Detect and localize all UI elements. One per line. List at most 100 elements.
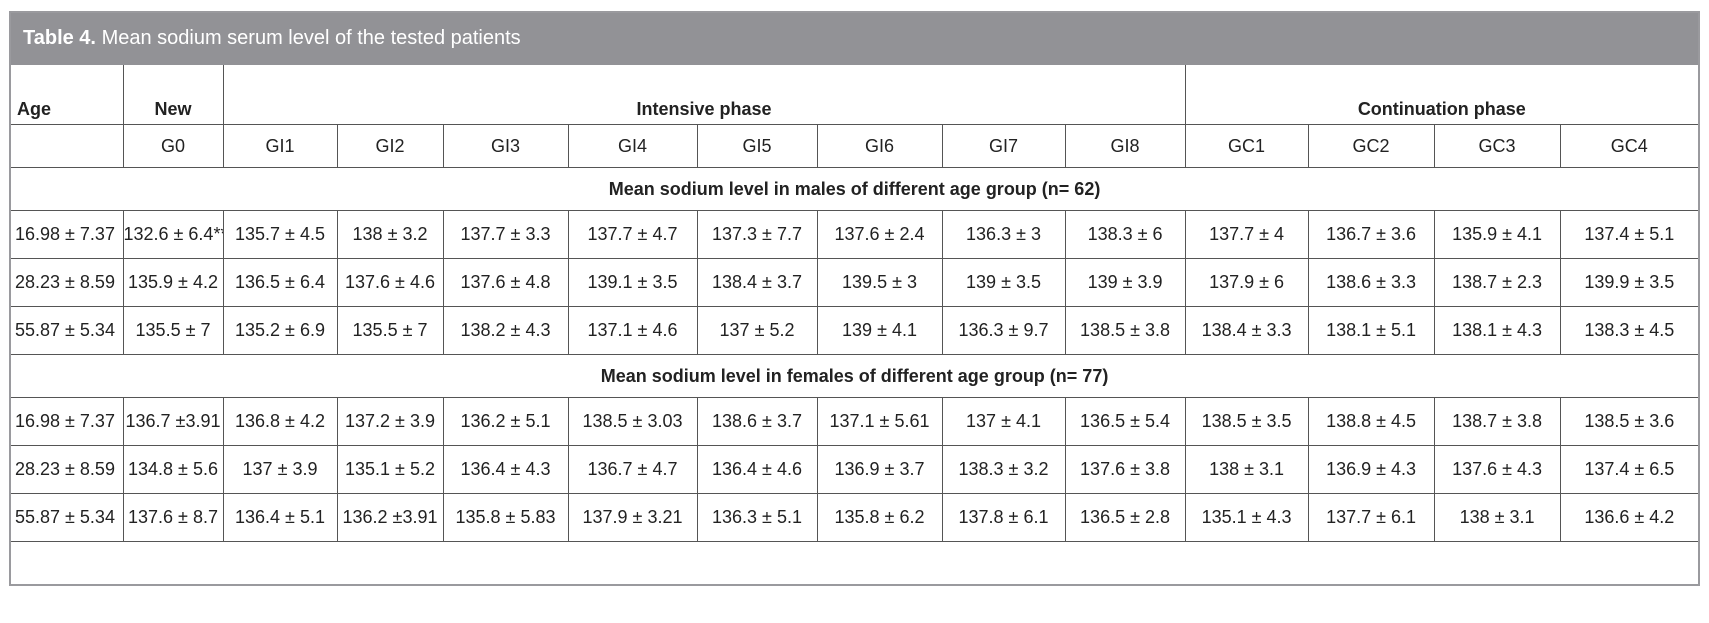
subheader-cell: GI2 — [336, 124, 444, 168]
empty-cell — [11, 124, 124, 168]
value-cell: 137.1 ± 5.61 — [816, 397, 943, 446]
value-cell: 136.3 ± 5.1 — [696, 493, 818, 542]
title-bar: Table 4. Mean sodium serum level of the … — [11, 13, 1698, 65]
table-label: Table 4. — [23, 27, 96, 49]
subheader-cell: GC4 — [1559, 124, 1699, 168]
value-cell: 132.6 ± 6.4** — [122, 210, 224, 259]
value-cell: 137.7 ± 4 — [1184, 210, 1309, 259]
value-cell: 138.1 ± 5.1 — [1307, 306, 1435, 355]
subheader-cell: GC2 — [1307, 124, 1435, 168]
value-cell: 138.1 ± 4.3 — [1433, 306, 1561, 355]
value-cell: 138.5 ± 3.8 — [1064, 306, 1186, 355]
subheader-cell: GI7 — [941, 124, 1066, 168]
value-cell: 136.2 ±3.91 — [336, 493, 444, 542]
value-cell: 135.8 ± 5.83 — [442, 493, 569, 542]
value-cell: 136.9 ± 4.3 — [1307, 445, 1435, 494]
value-cell: 137.6 ± 4.8 — [442, 258, 569, 307]
age-cell: 55.87 ± 5.34 — [11, 493, 124, 542]
value-cell: 135.1 ± 4.3 — [1184, 493, 1309, 542]
empty-cell — [11, 541, 1699, 584]
value-cell: 138.5 ± 3.03 — [567, 397, 698, 446]
value-cell: 137.8 ± 6.1 — [941, 493, 1066, 542]
subheader-cell: GI8 — [1064, 124, 1186, 168]
value-cell: 136.5 ± 2.8 — [1064, 493, 1186, 542]
value-cell: 136.3 ± 9.7 — [941, 306, 1066, 355]
value-cell: 138 ± 3.1 — [1184, 445, 1309, 494]
subheader-cell: GI6 — [816, 124, 943, 168]
header-cell: Intensive phase — [222, 65, 1186, 125]
value-cell: 137.7 ± 4.7 — [567, 210, 698, 259]
value-cell: 137.2 ± 3.9 — [336, 397, 444, 446]
value-cell: 134.8 ± 5.6 — [122, 445, 224, 494]
header-cell: New — [122, 65, 224, 125]
value-cell: 138.3 ± 4.5 — [1559, 306, 1699, 355]
value-cell: 138.3 ± 6 — [1064, 210, 1186, 259]
table-frame: Table 4. Mean sodium serum level of the … — [9, 11, 1700, 586]
subheader-cell: GI5 — [696, 124, 818, 168]
value-cell: 136.7 ± 3.6 — [1307, 210, 1435, 259]
value-cell: 138.6 ± 3.3 — [1307, 258, 1435, 307]
value-cell: 137.1 ± 4.6 — [567, 306, 698, 355]
data-row: 28.23 ± 8.59 134.8 ± 5.6 137 ± 3.9 135.1 ± … — [11, 445, 1699, 494]
value-cell: 136.5 ± 5.4 — [1064, 397, 1186, 446]
value-cell: 137.9 ± 3.21 — [567, 493, 698, 542]
value-cell: 138.8 ± 4.5 — [1307, 397, 1435, 446]
subheader-cell: GC1 — [1184, 124, 1309, 168]
value-cell: 138.2 ± 4.3 — [442, 306, 569, 355]
subheader-cell: G0 — [122, 124, 224, 168]
data-row: 55.87 ± 5.34 135.5 ± 7 135.2 ± 6.9 135.5 ± … — [11, 306, 1699, 355]
subheader-cell: GI4 — [567, 124, 698, 168]
subheader-cell: GI3 — [442, 124, 569, 168]
subheader-row: G0 GI1 GI2 GI3 GI4 GI5 GI6 GI7 GI8 GC1 GC2 GC3 GC4 — [11, 124, 1699, 168]
value-cell: 136.7 ±3.91 — [122, 397, 224, 446]
value-cell: 138.7 ± 3.8 — [1433, 397, 1561, 446]
value-cell: 138.5 ± 3.6 — [1559, 397, 1699, 446]
age-cell: 16.98 ± 7.37 — [11, 210, 124, 259]
value-cell: 138.4 ± 3.7 — [696, 258, 818, 307]
value-cell: 135.5 ± 7 — [122, 306, 224, 355]
value-cell: 137.3 ± 7.7 — [696, 210, 818, 259]
value-cell: 138.3 ± 3.2 — [941, 445, 1066, 494]
value-cell: 136.4 ± 4.6 — [696, 445, 818, 494]
value-cell: 139.1 ± 3.5 — [567, 258, 698, 307]
value-cell: 135.2 ± 6.9 — [222, 306, 338, 355]
value-cell: 138.7 ± 2.3 — [1433, 258, 1561, 307]
section-row: Mean sodium level in females of differen… — [11, 354, 1699, 398]
age-cell: 55.87 ± 5.34 — [11, 306, 124, 355]
subheader-cell: GI1 — [222, 124, 338, 168]
section-row: Mean sodium level in males of different … — [11, 167, 1699, 211]
value-cell: 136.5 ± 6.4 — [222, 258, 338, 307]
value-cell: 139.5 ± 3 — [816, 258, 943, 307]
value-cell: 139 ± 4.1 — [816, 306, 943, 355]
header-row: Age New Intensive phase Continuation phase — [11, 65, 1699, 125]
value-cell: 136.3 ± 3 — [941, 210, 1066, 259]
value-cell: 137 ± 4.1 — [941, 397, 1066, 446]
value-cell: 136.2 ± 5.1 — [442, 397, 569, 446]
data-row: 28.23 ± 8.59 135.9 ± 4.2 136.5 ± 6.4 137.6 … — [11, 258, 1699, 307]
subheader-cell: GC3 — [1433, 124, 1561, 168]
value-cell: 138.5 ± 3.5 — [1184, 397, 1309, 446]
value-cell: 136.4 ± 5.1 — [222, 493, 338, 542]
value-cell: 135.9 ± 4.2 — [122, 258, 224, 307]
section-caption: Mean sodium level in females of differen… — [11, 354, 1699, 398]
value-cell: 137.4 ± 5.1 — [1559, 210, 1699, 259]
value-cell: 137.6 ± 4.3 — [1433, 445, 1561, 494]
value-cell: 138.4 ± 3.3 — [1184, 306, 1309, 355]
header-cell: Continuation phase — [1184, 65, 1699, 125]
age-cell: 28.23 ± 8.59 — [11, 258, 124, 307]
value-cell: 136.9 ± 3.7 — [816, 445, 943, 494]
value-cell: 137.6 ± 3.8 — [1064, 445, 1186, 494]
value-cell: 135.7 ± 4.5 — [222, 210, 338, 259]
value-cell: 136.8 ± 4.2 — [222, 397, 338, 446]
data-row: 16.98 ± 7.37 136.7 ±3.91 136.8 ± 4.2 137.2 … — [11, 397, 1699, 446]
value-cell: 135.8 ± 6.2 — [816, 493, 943, 542]
value-cell: 139 ± 3.5 — [941, 258, 1066, 307]
data-row: 16.98 ± 7.37 132.6 ± 6.4** 135.7 ± 4.5 138 … — [11, 210, 1699, 259]
value-cell: 137 ± 3.9 — [222, 445, 338, 494]
value-cell: 136.7 ± 4.7 — [567, 445, 698, 494]
blank-row — [11, 541, 1699, 584]
value-cell: 137.4 ± 6.5 — [1559, 445, 1699, 494]
value-cell: 138 ± 3.1 — [1433, 493, 1561, 542]
value-cell: 137 ± 5.2 — [696, 306, 818, 355]
value-cell: 138 ± 3.2 — [336, 210, 444, 259]
